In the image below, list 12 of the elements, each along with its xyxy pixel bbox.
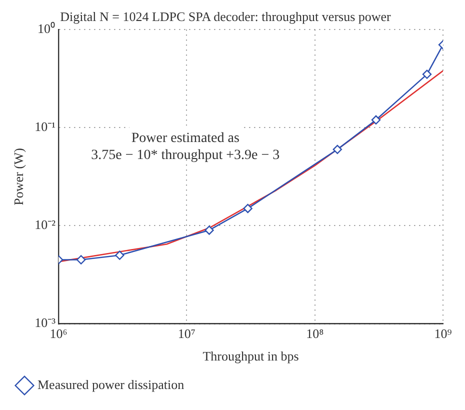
legend-label: Measured power dissipation — [38, 376, 185, 392]
chart-title: Digital N = 1024 LDPC SPA decoder: throughput versus power — [60, 9, 392, 24]
x-tick-label: 10⁹ — [434, 326, 452, 342]
y-tick-label: 10⁻¹ — [34, 119, 56, 134]
x-tick-label: 10⁸ — [306, 326, 324, 342]
y-tick-label: 10⁻² — [34, 217, 56, 232]
y-axis-title: Power (W) — [11, 148, 26, 206]
annotation: Power estimated as — [131, 131, 240, 146]
x-tick-label: 10⁷ — [178, 326, 196, 342]
x-axis-title: Throughput in bps — [202, 348, 299, 364]
annotation: 3.75e − 10* throughput +3.9e − 3 — [91, 148, 280, 164]
y-tick-label: 10⁰ — [37, 21, 56, 36]
